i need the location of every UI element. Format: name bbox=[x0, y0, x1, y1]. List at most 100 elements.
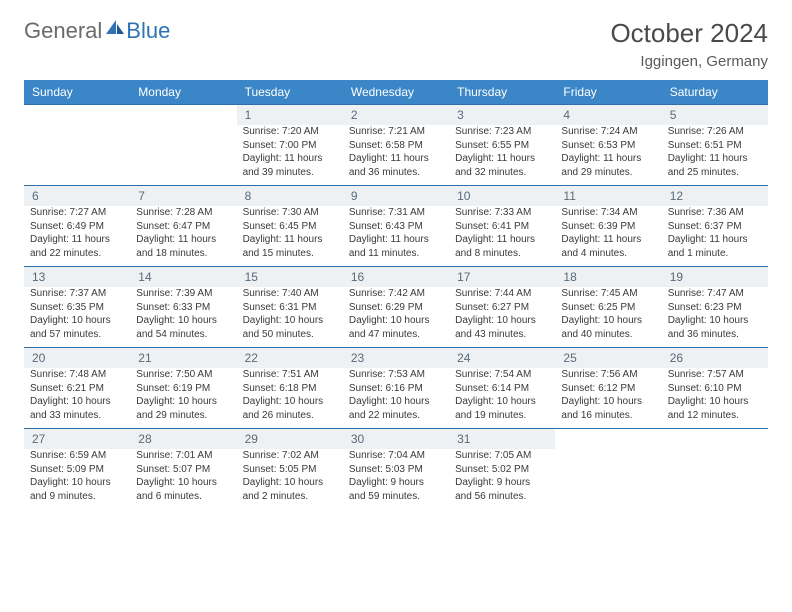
day-number: 15 bbox=[237, 267, 343, 288]
daylight-line-2: and 4 minutes. bbox=[561, 247, 655, 261]
day-cell: Sunrise: 7:54 AMSunset: 6:14 PMDaylight:… bbox=[449, 368, 555, 429]
daynum-row: 12345 bbox=[24, 105, 768, 126]
sunset-line: Sunset: 6:25 PM bbox=[561, 301, 655, 315]
sunrise-line: Sunrise: 7:02 AM bbox=[243, 449, 337, 463]
day-number: 25 bbox=[555, 348, 661, 369]
day-number: 1 bbox=[237, 105, 343, 126]
sunset-line: Sunset: 5:05 PM bbox=[243, 463, 337, 477]
daylight-line-2: and 29 minutes. bbox=[561, 166, 655, 180]
page-header: General Blue October 2024 Iggingen, Germ… bbox=[24, 18, 768, 70]
daylight-line-2: and 32 minutes. bbox=[455, 166, 549, 180]
week-row: Sunrise: 7:27 AMSunset: 6:49 PMDaylight:… bbox=[24, 206, 768, 267]
day-cell: Sunrise: 7:53 AMSunset: 6:16 PMDaylight:… bbox=[343, 368, 449, 429]
day-number: 23 bbox=[343, 348, 449, 369]
brand-part1: General bbox=[24, 18, 102, 44]
day-cell: Sunrise: 7:04 AMSunset: 5:03 PMDaylight:… bbox=[343, 449, 449, 509]
sunset-line: Sunset: 5:03 PM bbox=[349, 463, 443, 477]
daylight-line-1: Daylight: 11 hours bbox=[455, 233, 549, 247]
day-cell: Sunrise: 7:05 AMSunset: 5:02 PMDaylight:… bbox=[449, 449, 555, 509]
day-cell: Sunrise: 7:28 AMSunset: 6:47 PMDaylight:… bbox=[130, 206, 236, 267]
day-number: 7 bbox=[130, 186, 236, 207]
title-block: October 2024 Iggingen, Germany bbox=[610, 18, 768, 70]
daylight-line-1: Daylight: 10 hours bbox=[136, 314, 230, 328]
sunrise-line: Sunrise: 7:31 AM bbox=[349, 206, 443, 220]
daylight-line-2: and 47 minutes. bbox=[349, 328, 443, 342]
daylight-line-1: Daylight: 10 hours bbox=[349, 314, 443, 328]
sunset-line: Sunset: 6:27 PM bbox=[455, 301, 549, 315]
sunset-line: Sunset: 5:07 PM bbox=[136, 463, 230, 477]
daylight-line-1: Daylight: 10 hours bbox=[668, 314, 762, 328]
sunrise-line: Sunrise: 7:47 AM bbox=[668, 287, 762, 301]
day-cell: Sunrise: 6:59 AMSunset: 5:09 PMDaylight:… bbox=[24, 449, 130, 509]
day-cell: Sunrise: 7:39 AMSunset: 6:33 PMDaylight:… bbox=[130, 287, 236, 348]
sunset-line: Sunset: 6:23 PM bbox=[668, 301, 762, 315]
day-number: 21 bbox=[130, 348, 236, 369]
daylight-line-1: Daylight: 10 hours bbox=[455, 395, 549, 409]
dow-thu: Thursday bbox=[449, 80, 555, 105]
daylight-line-2: and 57 minutes. bbox=[30, 328, 124, 342]
daylight-line-1: Daylight: 9 hours bbox=[349, 476, 443, 490]
day-cell: Sunrise: 7:44 AMSunset: 6:27 PMDaylight:… bbox=[449, 287, 555, 348]
daylight-line-2: and 19 minutes. bbox=[455, 409, 549, 423]
daylight-line-1: Daylight: 10 hours bbox=[243, 395, 337, 409]
day-number: 22 bbox=[237, 348, 343, 369]
sunset-line: Sunset: 6:21 PM bbox=[30, 382, 124, 396]
daylight-line-1: Daylight: 10 hours bbox=[136, 395, 230, 409]
day-number: 4 bbox=[555, 105, 661, 126]
sunset-line: Sunset: 6:45 PM bbox=[243, 220, 337, 234]
daylight-line-1: Daylight: 10 hours bbox=[243, 314, 337, 328]
daylight-line-2: and 8 minutes. bbox=[455, 247, 549, 261]
daynum-row: 13141516171819 bbox=[24, 267, 768, 288]
sunset-line: Sunset: 6:35 PM bbox=[30, 301, 124, 315]
day-cell: Sunrise: 7:26 AMSunset: 6:51 PMDaylight:… bbox=[662, 125, 768, 186]
daylight-line-1: Daylight: 10 hours bbox=[30, 476, 124, 490]
daylight-line-2: and 33 minutes. bbox=[30, 409, 124, 423]
sunrise-line: Sunrise: 7:37 AM bbox=[30, 287, 124, 301]
sunrise-line: Sunrise: 7:53 AM bbox=[349, 368, 443, 382]
day-cell: Sunrise: 7:20 AMSunset: 7:00 PMDaylight:… bbox=[237, 125, 343, 186]
daylight-line-2: and 43 minutes. bbox=[455, 328, 549, 342]
sunrise-line: Sunrise: 7:50 AM bbox=[136, 368, 230, 382]
daylight-line-2: and 15 minutes. bbox=[243, 247, 337, 261]
day-cell: Sunrise: 7:42 AMSunset: 6:29 PMDaylight:… bbox=[343, 287, 449, 348]
week-row: Sunrise: 7:48 AMSunset: 6:21 PMDaylight:… bbox=[24, 368, 768, 429]
day-number: 10 bbox=[449, 186, 555, 207]
dow-sun: Sunday bbox=[24, 80, 130, 105]
day-number: 9 bbox=[343, 186, 449, 207]
day-number: 14 bbox=[130, 267, 236, 288]
daylight-line-1: Daylight: 11 hours bbox=[668, 233, 762, 247]
daylight-line-1: Daylight: 10 hours bbox=[30, 395, 124, 409]
day-number: 18 bbox=[555, 267, 661, 288]
brand-part2: Blue bbox=[126, 18, 170, 44]
sunset-line: Sunset: 5:09 PM bbox=[30, 463, 124, 477]
sunset-line: Sunset: 6:53 PM bbox=[561, 139, 655, 153]
daylight-line-2: and 25 minutes. bbox=[668, 166, 762, 180]
day-cell bbox=[130, 125, 236, 186]
daylight-line-2: and 56 minutes. bbox=[455, 490, 549, 504]
day-number bbox=[662, 429, 768, 450]
sunset-line: Sunset: 6:33 PM bbox=[136, 301, 230, 315]
day-cell: Sunrise: 7:50 AMSunset: 6:19 PMDaylight:… bbox=[130, 368, 236, 429]
sunrise-line: Sunrise: 7:05 AM bbox=[455, 449, 549, 463]
day-number bbox=[130, 105, 236, 126]
day-number: 27 bbox=[24, 429, 130, 450]
sunset-line: Sunset: 6:16 PM bbox=[349, 382, 443, 396]
sunset-line: Sunset: 6:51 PM bbox=[668, 139, 762, 153]
dow-wed: Wednesday bbox=[343, 80, 449, 105]
daylight-line-1: Daylight: 10 hours bbox=[561, 395, 655, 409]
day-number: 12 bbox=[662, 186, 768, 207]
sunrise-line: Sunrise: 7:33 AM bbox=[455, 206, 549, 220]
day-number: 20 bbox=[24, 348, 130, 369]
sunrise-line: Sunrise: 6:59 AM bbox=[30, 449, 124, 463]
day-number bbox=[555, 429, 661, 450]
daylight-line-1: Daylight: 11 hours bbox=[455, 152, 549, 166]
daylight-line-1: Daylight: 11 hours bbox=[561, 233, 655, 247]
daylight-line-1: Daylight: 10 hours bbox=[561, 314, 655, 328]
daylight-line-1: Daylight: 10 hours bbox=[136, 476, 230, 490]
sunrise-line: Sunrise: 7:01 AM bbox=[136, 449, 230, 463]
sunset-line: Sunset: 6:19 PM bbox=[136, 382, 230, 396]
daylight-line-2: and 22 minutes. bbox=[30, 247, 124, 261]
day-cell: Sunrise: 7:27 AMSunset: 6:49 PMDaylight:… bbox=[24, 206, 130, 267]
day-cell: Sunrise: 7:57 AMSunset: 6:10 PMDaylight:… bbox=[662, 368, 768, 429]
sunrise-line: Sunrise: 7:51 AM bbox=[243, 368, 337, 382]
